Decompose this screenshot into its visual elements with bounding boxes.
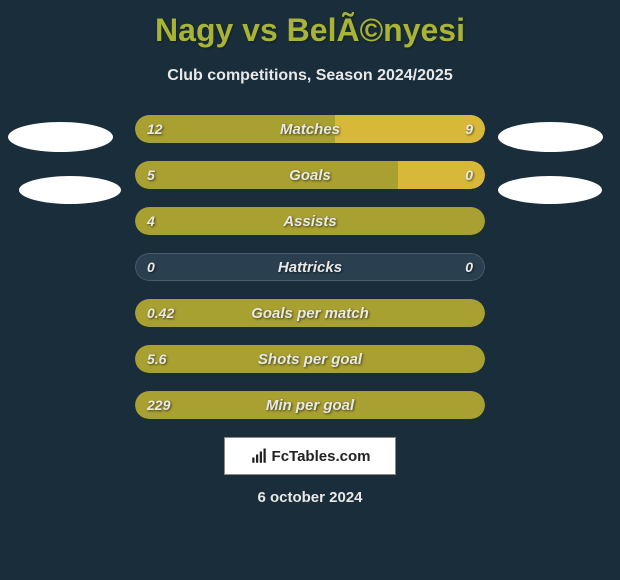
- stat-bar-goals: 50Goals: [135, 161, 485, 189]
- bar-label: Goals per match: [135, 299, 485, 327]
- stat-bar-shots-per-goal: 5.6Shots per goal: [135, 345, 485, 373]
- logo-box: FcTables.com: [224, 437, 396, 475]
- comparison-bars: 129Matches 50Goals 4Assists 00Hattricks 0.42…: [135, 115, 485, 419]
- decorative-ellipse: [8, 122, 113, 152]
- logo-text: FcTables.com: [272, 448, 371, 465]
- decorative-ellipse: [498, 176, 602, 204]
- bar-label: Assists: [135, 207, 485, 235]
- bar-label: Shots per goal: [135, 345, 485, 373]
- bar-label: Hattricks: [135, 253, 485, 281]
- bar-label: Goals: [135, 161, 485, 189]
- stat-bar-min-per-goal: 229Min per goal: [135, 391, 485, 419]
- stat-bar-assists: 4Assists: [135, 207, 485, 235]
- chart-icon: [250, 447, 268, 465]
- bar-label: Min per goal: [135, 391, 485, 419]
- bar-label: Matches: [135, 115, 485, 143]
- stat-bar-goals-per-match: 0.42Goals per match: [135, 299, 485, 327]
- subtitle: Club competitions, Season 2024/2025: [0, 67, 620, 85]
- stat-bar-hattricks: 00Hattricks: [135, 253, 485, 281]
- decorative-ellipse: [498, 122, 603, 152]
- date-label: 6 october 2024: [0, 489, 620, 506]
- decorative-ellipse: [19, 176, 121, 204]
- page-title: Nagy vs BelÃ©nyesi: [0, 0, 620, 49]
- stat-bar-matches: 129Matches: [135, 115, 485, 143]
